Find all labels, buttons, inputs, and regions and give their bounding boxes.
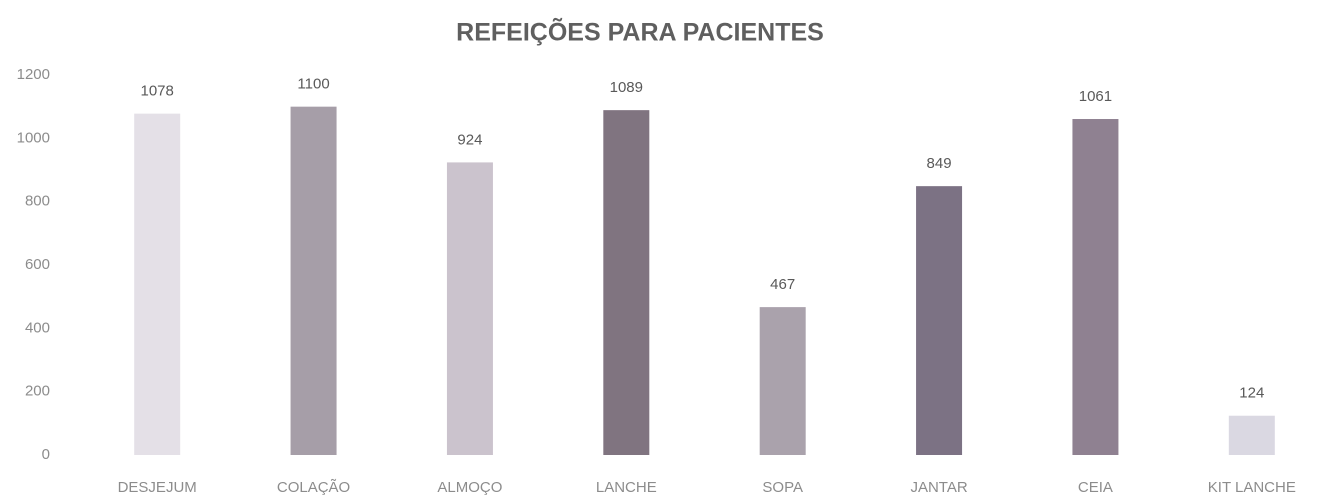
x-tick-label: JANTAR bbox=[910, 479, 967, 496]
y-tick-label: 400 bbox=[25, 319, 50, 336]
x-tick-label: LANCHE bbox=[596, 479, 657, 496]
value-label: 1100 bbox=[297, 76, 329, 93]
x-tick-label: SOPA bbox=[762, 479, 803, 496]
y-tick-label: 600 bbox=[25, 256, 50, 273]
x-tick-label: COLAÇÃO bbox=[277, 479, 350, 496]
x-tick-label: KIT LANCHE bbox=[1208, 479, 1296, 496]
y-tick-label: 800 bbox=[25, 193, 50, 210]
value-label: 1089 bbox=[610, 79, 643, 96]
value-label: 1061 bbox=[1079, 88, 1112, 105]
bar bbox=[1072, 119, 1119, 456]
value-label: 124 bbox=[1239, 385, 1264, 402]
value-label: 1078 bbox=[141, 83, 174, 100]
value-label: 467 bbox=[770, 276, 795, 293]
bar bbox=[290, 106, 337, 456]
y-tick-label: 0 bbox=[42, 446, 50, 463]
bar bbox=[134, 113, 181, 455]
bar bbox=[916, 186, 963, 455]
bar bbox=[1228, 415, 1275, 455]
chart-title: REFEIÇÕES PARA PACIENTES bbox=[456, 17, 824, 47]
x-tick-label: CEIA bbox=[1078, 479, 1113, 496]
x-tick-label: DESJEJUM bbox=[118, 479, 197, 496]
bar bbox=[759, 307, 806, 455]
x-tick-label: ALMOÇO bbox=[437, 479, 502, 496]
y-tick-label: 1000 bbox=[17, 129, 50, 146]
y-tick-label: 1200 bbox=[17, 66, 50, 83]
bar bbox=[603, 110, 650, 456]
y-tick-label: 200 bbox=[25, 383, 50, 400]
value-label: 924 bbox=[457, 131, 482, 148]
bar bbox=[446, 162, 493, 455]
value-label: 849 bbox=[927, 155, 952, 172]
